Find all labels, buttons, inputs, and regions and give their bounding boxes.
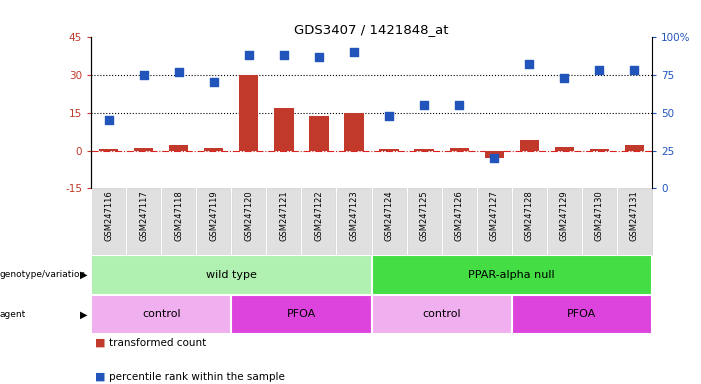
Bar <box>590 149 609 151</box>
Point <box>278 52 290 58</box>
Point <box>418 102 430 108</box>
Text: GSM247125: GSM247125 <box>420 190 428 241</box>
Bar <box>91 295 231 334</box>
Text: GSM247118: GSM247118 <box>175 190 183 241</box>
Bar <box>484 151 504 158</box>
Text: GSM247122: GSM247122 <box>315 190 323 241</box>
Point <box>348 49 360 55</box>
Text: GSM247127: GSM247127 <box>490 190 498 241</box>
Bar <box>99 149 118 151</box>
Text: GSM247121: GSM247121 <box>280 190 288 241</box>
Bar <box>344 113 364 151</box>
Point <box>454 102 465 108</box>
Text: GSM247130: GSM247130 <box>595 190 604 241</box>
Text: GSM247123: GSM247123 <box>350 190 358 241</box>
Bar <box>274 108 294 151</box>
Text: GSM247117: GSM247117 <box>139 190 148 241</box>
Text: GSM247116: GSM247116 <box>104 190 113 241</box>
Text: GSM247124: GSM247124 <box>385 190 393 241</box>
Text: agent: agent <box>0 310 26 319</box>
Bar <box>625 146 644 151</box>
Text: transformed count: transformed count <box>109 338 206 348</box>
Bar <box>91 255 372 295</box>
Text: PFOA: PFOA <box>287 310 316 319</box>
Bar <box>204 148 224 151</box>
Text: ■: ■ <box>95 338 105 348</box>
Text: GSM247129: GSM247129 <box>560 190 569 241</box>
Text: GSM247120: GSM247120 <box>245 190 253 241</box>
Bar <box>372 255 652 295</box>
Text: control: control <box>142 310 181 319</box>
Point <box>243 52 254 58</box>
Text: wild type: wild type <box>206 270 257 280</box>
Text: GSM247128: GSM247128 <box>525 190 533 241</box>
Text: control: control <box>422 310 461 319</box>
Bar <box>512 295 652 334</box>
Text: genotype/variation: genotype/variation <box>0 270 86 280</box>
Text: ▶: ▶ <box>80 310 88 319</box>
Bar <box>519 141 539 151</box>
Bar <box>554 147 574 151</box>
Bar <box>231 295 372 334</box>
Bar <box>372 295 512 334</box>
Point <box>383 113 395 119</box>
Text: PFOA: PFOA <box>567 310 597 319</box>
Point <box>489 155 500 161</box>
Point <box>208 79 219 85</box>
Point <box>103 117 114 123</box>
Title: GDS3407 / 1421848_at: GDS3407 / 1421848_at <box>294 23 449 36</box>
Bar <box>414 149 434 151</box>
Bar <box>134 148 154 151</box>
Text: GSM247131: GSM247131 <box>630 190 639 241</box>
Text: GSM247119: GSM247119 <box>210 190 218 241</box>
Point <box>173 69 184 75</box>
Point <box>594 67 605 73</box>
Bar <box>309 116 329 151</box>
Text: percentile rank within the sample: percentile rank within the sample <box>109 372 285 382</box>
Bar <box>169 146 189 151</box>
Bar <box>379 149 399 151</box>
Point <box>313 53 325 60</box>
Text: PPAR-alpha null: PPAR-alpha null <box>468 270 555 280</box>
Bar <box>239 75 259 151</box>
Point <box>559 74 570 81</box>
Point <box>524 61 535 67</box>
Point <box>138 72 149 78</box>
Text: ▶: ▶ <box>80 270 88 280</box>
Bar <box>449 148 469 151</box>
Point <box>629 67 640 73</box>
Text: ■: ■ <box>95 372 105 382</box>
Text: GSM247126: GSM247126 <box>455 190 463 241</box>
